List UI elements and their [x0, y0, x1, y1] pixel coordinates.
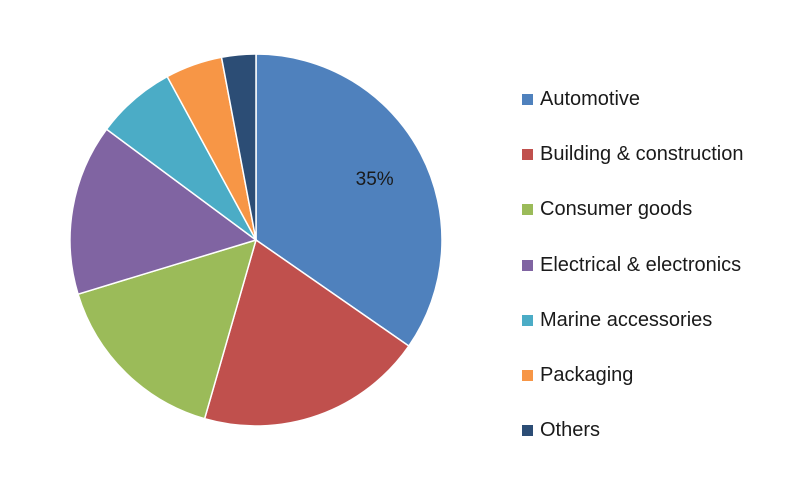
- legend-item-packaging: Packaging: [522, 348, 792, 403]
- legend-item-building-and-construction: Building & construction: [522, 127, 792, 182]
- pie-slices: [69, 53, 443, 427]
- pie-slice-others: [220, 53, 257, 241]
- legend-label: Packaging: [540, 364, 634, 387]
- pie-slice-automotive: [255, 53, 443, 348]
- legend-swatch: [522, 149, 533, 161]
- pie-slice-consumer-goods: [77, 238, 258, 420]
- legend-swatch: [522, 425, 533, 437]
- legend-item-consumer-goods: Consumer goods: [522, 182, 792, 237]
- legend-label: Automotive: [540, 88, 641, 111]
- data-labels: 35%: [356, 169, 394, 190]
- legend-swatch: [522, 370, 533, 382]
- pie-slice-building-and-construction: [203, 238, 410, 427]
- legend: Automotive Building & construction Consume…: [522, 72, 792, 458]
- legend-item-electrical-and-electronics: Electrical & electronics: [522, 238, 792, 293]
- legend-label: Others: [540, 419, 601, 442]
- pie-slice-electrical-and-electronics: [69, 128, 258, 296]
- legend-swatch: [522, 259, 533, 271]
- legend-swatch: [522, 94, 533, 106]
- legend-swatch: [522, 204, 533, 216]
- legend-item-automotive: Automotive: [522, 72, 792, 127]
- legend-label: Consumer goods: [540, 198, 693, 221]
- legend-label: Electrical & electronics: [540, 253, 742, 276]
- legend-item-marine-accessories: Marine accessories: [522, 293, 792, 348]
- legend-item-others: Others: [522, 403, 792, 458]
- data-label-automotive: 35%: [356, 169, 394, 190]
- legend-label: Marine accessories: [540, 308, 713, 331]
- legend-swatch: [522, 314, 533, 326]
- legend-label: Building & construction: [540, 143, 744, 166]
